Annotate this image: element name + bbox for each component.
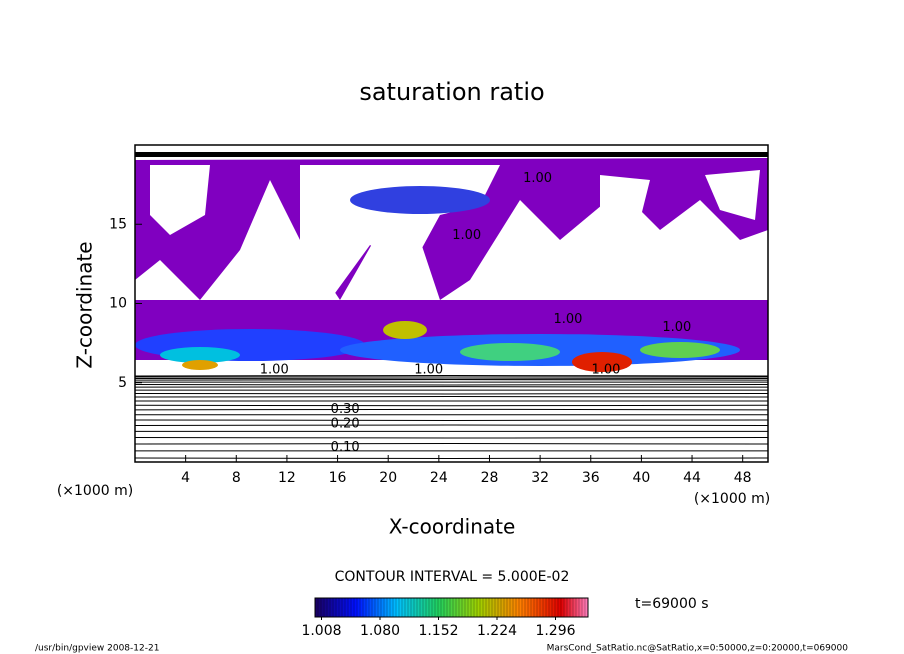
contour-label: 1.00 [260,363,289,378]
x-tick-label: 16 [329,470,347,486]
x-unit: (×1000 m) [694,491,770,507]
colorbar-tick-label: 1.152 [418,623,458,639]
contour-interval: CONTOUR INTERVAL = 5.000E-02 [335,569,570,585]
x-tick-label: 4 [181,470,190,486]
contour-line [135,404,768,407]
colorbar [314,597,589,618]
contour-label: 0.10 [331,440,360,455]
footer-right: MarsCond_SatRatio.nc@SatRatio,x=0:50000,… [547,644,849,654]
contour-lines [135,375,768,466]
y-tick-label: 10 [109,296,127,312]
x-tick-label: 32 [531,470,549,486]
top-contours [135,152,768,157]
contour-label: 1.00 [553,312,582,327]
x-axis-label: X-coordinate [389,515,516,539]
x-tick-label: 40 [632,470,650,486]
contour-label: 0.20 [331,416,360,431]
y-unit: (×1000 m) [57,483,133,499]
contour-label: 1.00 [414,363,443,378]
contour-label: 0.30 [331,402,360,417]
contour-line [135,424,768,426]
colorbar-tick-label: 1.080 [360,623,400,639]
contour-line [135,396,768,398]
contour-line [135,443,768,445]
chart-title: saturation ratio [359,78,544,106]
contour-line [135,384,768,386]
contour-label: 1.00 [523,171,552,186]
contour-line [135,375,768,377]
x-tick-label: 12 [278,470,296,486]
contour-line [135,457,768,459]
footer-left: /usr/bin/gpview 2008-12-21 [35,644,159,654]
contour-line [135,419,768,421]
x-tick-label: 20 [379,470,397,486]
x-tick-label: 24 [430,470,448,486]
y-axis-label: Z-coordinate [73,241,97,368]
x-tick-label: 48 [734,470,752,486]
x-tick-label: 8 [232,470,241,486]
time-label: t=69000 s [635,596,709,612]
colorbar-tick-label: 1.008 [301,623,341,639]
contour-line [135,379,768,381]
contour-line [135,437,768,439]
field [135,152,768,466]
y-tick-label: 5 [118,375,127,391]
contour-label: 1.00 [591,363,620,378]
x-tick-label: 44 [683,470,701,486]
colorbar-tick-label: 1.296 [535,623,575,639]
field-band [135,186,740,372]
x-tick-label: 36 [582,470,600,486]
x-tick-label: 28 [481,470,499,486]
contour-line [135,392,768,395]
contour-line [135,408,768,411]
colorbar-tick-label: 1.224 [477,623,517,639]
contour-line [135,465,768,466]
contour-label: 1.00 [452,228,481,243]
y-tick-label: 15 [109,216,127,232]
contour-line [135,386,768,388]
contour-line [135,377,768,380]
contour-label: 1.00 [662,320,691,335]
